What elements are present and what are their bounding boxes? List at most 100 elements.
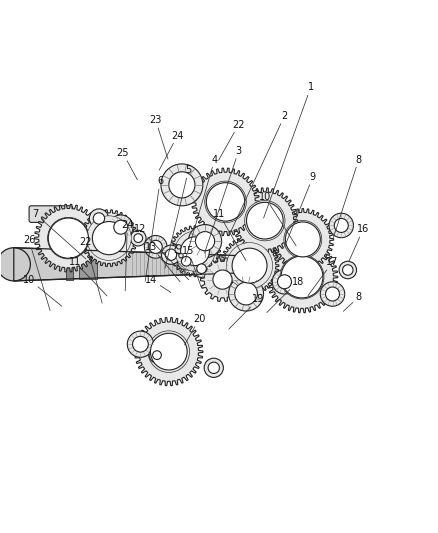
Circle shape: [169, 172, 195, 198]
Circle shape: [193, 260, 210, 277]
FancyBboxPatch shape: [29, 206, 73, 222]
Text: 7: 7: [32, 209, 86, 259]
Text: 25: 25: [117, 148, 138, 180]
Circle shape: [195, 231, 215, 251]
Circle shape: [148, 331, 190, 373]
Circle shape: [204, 358, 223, 377]
Polygon shape: [192, 168, 259, 236]
Circle shape: [177, 253, 195, 270]
Text: 24: 24: [121, 220, 134, 291]
Text: 8: 8: [333, 155, 362, 238]
Text: 3: 3: [205, 146, 242, 253]
Circle shape: [281, 256, 323, 298]
Circle shape: [320, 282, 345, 306]
Circle shape: [329, 213, 353, 238]
Text: 13: 13: [145, 242, 180, 282]
Circle shape: [131, 230, 146, 246]
Text: 8: 8: [343, 292, 362, 311]
Polygon shape: [170, 226, 220, 277]
Polygon shape: [232, 188, 298, 254]
FancyBboxPatch shape: [79, 249, 97, 279]
Text: 6: 6: [145, 176, 163, 281]
Circle shape: [205, 181, 246, 223]
Text: 22: 22: [80, 238, 102, 303]
Polygon shape: [66, 248, 73, 280]
Circle shape: [109, 215, 133, 239]
Circle shape: [235, 282, 258, 305]
Polygon shape: [201, 258, 244, 302]
Text: 26: 26: [23, 235, 50, 311]
Text: 12: 12: [134, 224, 189, 280]
Circle shape: [149, 240, 162, 253]
Text: 18: 18: [267, 277, 304, 312]
Polygon shape: [14, 248, 263, 281]
Circle shape: [149, 348, 165, 363]
Polygon shape: [272, 208, 334, 270]
Circle shape: [161, 245, 180, 264]
Polygon shape: [81, 210, 138, 266]
Circle shape: [152, 351, 161, 359]
Text: 19: 19: [229, 294, 265, 329]
Text: 24: 24: [159, 131, 184, 170]
Circle shape: [181, 256, 191, 266]
Text: 10: 10: [259, 192, 296, 246]
Circle shape: [286, 222, 320, 257]
Polygon shape: [35, 204, 102, 272]
Circle shape: [48, 217, 89, 259]
Circle shape: [208, 362, 219, 374]
Text: 16: 16: [349, 224, 369, 261]
Circle shape: [272, 270, 297, 294]
Circle shape: [245, 200, 285, 241]
Text: 22: 22: [219, 119, 245, 160]
Circle shape: [87, 216, 131, 261]
Circle shape: [134, 234, 143, 243]
Polygon shape: [266, 241, 338, 313]
Circle shape: [177, 245, 181, 249]
Circle shape: [206, 183, 245, 221]
Circle shape: [280, 255, 324, 299]
Circle shape: [0, 248, 30, 281]
Circle shape: [197, 264, 206, 273]
Circle shape: [93, 213, 105, 224]
Text: 9: 9: [285, 172, 316, 246]
Circle shape: [226, 243, 272, 289]
Circle shape: [150, 333, 187, 370]
Circle shape: [213, 270, 232, 289]
Text: 11: 11: [213, 209, 246, 261]
Circle shape: [188, 224, 222, 258]
Text: 5: 5: [165, 165, 191, 268]
Circle shape: [278, 275, 291, 289]
Polygon shape: [134, 318, 203, 386]
Circle shape: [133, 336, 148, 352]
Text: 17: 17: [308, 257, 339, 296]
Text: 20: 20: [184, 314, 205, 345]
Circle shape: [284, 221, 322, 259]
Circle shape: [232, 248, 267, 283]
Circle shape: [334, 219, 348, 232]
Text: 2: 2: [229, 111, 288, 236]
Text: 23: 23: [149, 115, 168, 159]
Circle shape: [325, 287, 339, 301]
Text: 15: 15: [182, 246, 201, 288]
Polygon shape: [220, 236, 279, 295]
Circle shape: [92, 222, 126, 255]
Circle shape: [89, 209, 109, 228]
Circle shape: [48, 218, 88, 258]
Text: 14: 14: [145, 274, 171, 293]
Circle shape: [339, 261, 357, 279]
Circle shape: [286, 222, 320, 257]
Circle shape: [180, 237, 209, 265]
Text: 1: 1: [264, 83, 314, 218]
Circle shape: [48, 218, 88, 258]
Circle shape: [229, 276, 264, 311]
Circle shape: [247, 203, 283, 239]
Text: 4: 4: [185, 155, 218, 262]
Circle shape: [206, 183, 245, 221]
Circle shape: [343, 265, 353, 275]
Text: 11: 11: [69, 257, 107, 296]
Circle shape: [150, 333, 187, 370]
Circle shape: [161, 164, 203, 206]
Circle shape: [281, 256, 323, 298]
Circle shape: [165, 249, 177, 261]
Circle shape: [179, 253, 183, 258]
